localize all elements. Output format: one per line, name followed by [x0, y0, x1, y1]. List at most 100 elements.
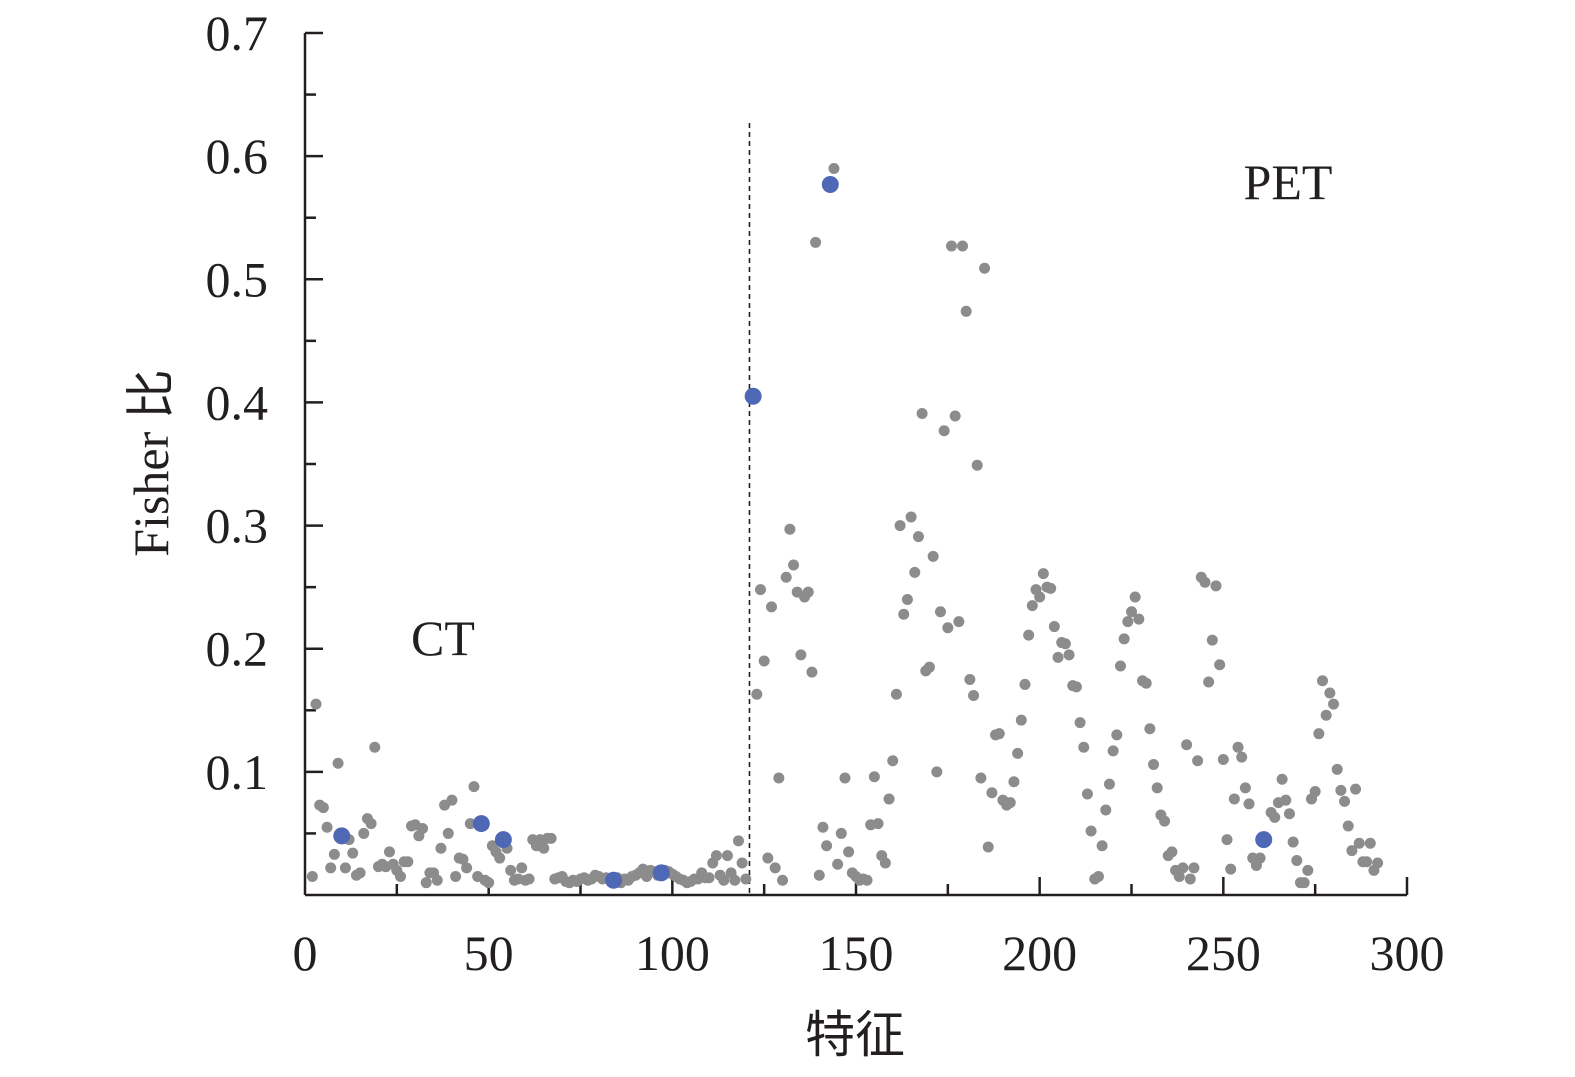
feature-point	[1037, 568, 1049, 580]
selected-feature-point	[744, 387, 762, 405]
feature-point	[1070, 681, 1082, 693]
feature-point	[938, 425, 950, 437]
feature-point	[1045, 582, 1057, 594]
feature-point	[828, 162, 840, 174]
region-label-pet: PET	[1244, 154, 1333, 210]
feature-point	[1313, 728, 1325, 740]
feature-point	[523, 873, 535, 885]
feature-point	[964, 674, 976, 685]
feature-point	[1085, 825, 1097, 837]
feature-point	[1140, 677, 1152, 689]
feature-point	[1203, 676, 1215, 688]
y-tick-label: 0.7	[206, 5, 269, 61]
feature-point	[821, 840, 833, 852]
feature-point	[1239, 782, 1251, 794]
feature-point	[1173, 871, 1185, 883]
feature-point	[1148, 758, 1160, 770]
feature-point	[354, 867, 366, 879]
feature-point	[1144, 723, 1156, 735]
data-points	[306, 162, 1384, 889]
feature-point	[1111, 729, 1123, 741]
feature-point	[1114, 660, 1126, 672]
feature-point	[788, 559, 800, 571]
feature-point	[802, 586, 814, 598]
feature-point	[777, 874, 789, 886]
feature-point	[1012, 747, 1024, 759]
feature-point	[1015, 714, 1027, 726]
feature-point	[328, 848, 340, 860]
feature-point	[1133, 613, 1145, 625]
feature-point	[784, 523, 796, 535]
feature-point	[1159, 815, 1171, 827]
feature-point	[1063, 649, 1075, 661]
feature-point	[1298, 877, 1310, 889]
feature-point	[894, 520, 906, 532]
feature-point	[1107, 745, 1119, 757]
feature-point	[1052, 651, 1064, 663]
feature-point	[1019, 678, 1031, 690]
y-tick-label: 0.3	[206, 498, 269, 554]
feature-point	[1103, 778, 1115, 790]
feature-point	[960, 305, 972, 317]
feature-point	[732, 835, 744, 847]
feature-point	[1225, 863, 1237, 875]
feature-point	[949, 410, 961, 422]
feature-point	[1280, 794, 1292, 806]
feature-point	[1118, 633, 1130, 645]
selected-feature-point	[821, 175, 839, 193]
feature-point	[934, 606, 946, 618]
feature-point	[710, 850, 722, 862]
feature-point	[740, 873, 752, 885]
feature-point	[982, 841, 994, 853]
y-tick-label: 0.2	[206, 621, 269, 677]
feature-point	[736, 857, 748, 869]
feature-point	[769, 862, 781, 874]
feature-point	[817, 821, 829, 833]
feature-point	[1353, 837, 1365, 849]
feature-point	[1129, 591, 1141, 603]
feature-point	[1317, 675, 1329, 687]
feature-point	[1309, 786, 1321, 798]
feature-point	[1342, 820, 1354, 832]
feature-point	[806, 666, 818, 678]
feature-point	[729, 874, 741, 886]
feature-point	[505, 864, 517, 876]
feature-point	[927, 550, 939, 562]
feature-point	[971, 459, 983, 471]
feature-point	[1217, 754, 1229, 766]
feature-point	[1199, 576, 1211, 588]
feature-point	[1214, 659, 1226, 671]
feature-point	[810, 236, 822, 248]
feature-point	[468, 781, 480, 793]
feature-point	[813, 869, 825, 881]
x-tick-label: 150	[819, 925, 894, 981]
feature-point	[1078, 741, 1090, 753]
feature-point	[383, 846, 395, 858]
feature-point	[1236, 751, 1248, 763]
feature-point	[975, 772, 987, 784]
feature-point	[1166, 846, 1178, 858]
feature-point	[909, 566, 921, 578]
feature-point	[1092, 871, 1104, 883]
feature-point	[1074, 717, 1086, 729]
feature-point	[883, 793, 895, 805]
feature-point	[1328, 698, 1340, 710]
feature-point	[754, 584, 766, 596]
selected-feature-point	[605, 871, 623, 889]
feature-point	[1331, 763, 1343, 775]
feature-point	[1096, 840, 1108, 852]
feature-point	[1346, 845, 1358, 857]
feature-point	[868, 771, 880, 783]
feature-point	[780, 571, 792, 583]
feature-point	[494, 852, 506, 864]
feature-point	[420, 877, 432, 889]
feature-point	[450, 871, 462, 883]
feature-point	[887, 755, 899, 767]
x-tick-label: 50	[464, 925, 514, 981]
feature-point	[1008, 776, 1020, 788]
selected-feature-point	[652, 864, 670, 882]
x-tick-label: 300	[1370, 925, 1445, 981]
feature-point	[1243, 798, 1255, 810]
feature-point	[1372, 857, 1384, 869]
